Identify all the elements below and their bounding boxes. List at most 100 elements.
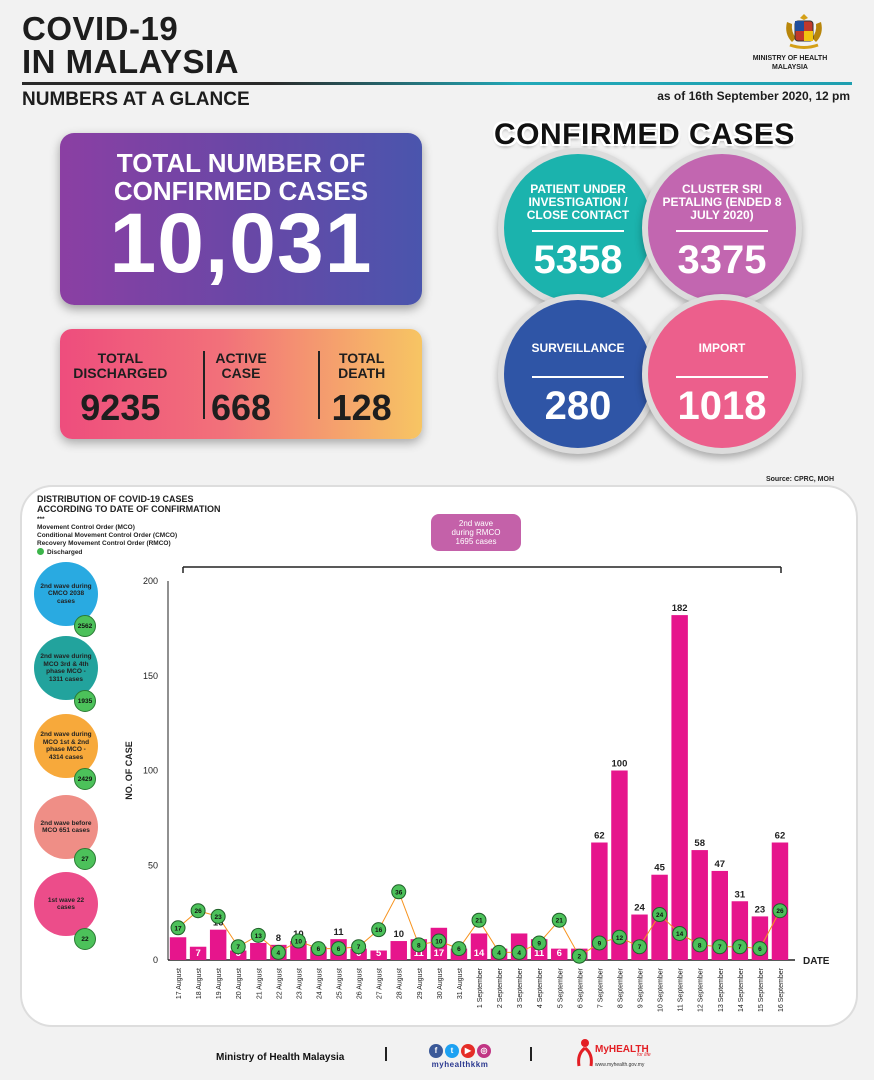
stat-active-label: ACTIVE CASE [181, 349, 302, 381]
circle-surveillance: SURVEILLANCE 280 [498, 294, 658, 454]
x-tick-label: 30 August [437, 968, 444, 999]
bar-value-label: 62 [775, 831, 786, 842]
wave-mco-3-4-discharged-badge: 1935 [74, 690, 96, 712]
discharged-value-label: 6 [457, 946, 461, 953]
circle-pui-label: PATIENT UNDER INVESTIGATION / CLOSE CONT… [526, 181, 630, 222]
circle-import-label: IMPORT [698, 340, 746, 355]
discharged-point [611, 929, 627, 945]
wave-first-discharged-badge: 22 [74, 928, 96, 950]
bar-value-label: 182 [672, 603, 688, 614]
discharged-point [632, 939, 648, 955]
x-tick-label: 23 August [296, 968, 303, 999]
confirmed-bar [370, 950, 387, 960]
footer-ministry: Ministry of Health Malaysia [216, 1052, 345, 1063]
bar-value-label: 47 [714, 859, 725, 870]
circle-divider [676, 376, 768, 378]
malaysia-crest-icon [786, 14, 822, 49]
confirmed-bar [209, 929, 227, 960]
bar-value-label: 100 [612, 759, 628, 770]
bar-value-label: 31 [735, 889, 746, 900]
x-tick-label: 3 September [517, 967, 524, 1008]
bar-value-label: 6 [557, 948, 562, 959]
x-tick-label: 10 September [658, 967, 665, 1012]
ministry-line-2: MALAYSIA [772, 64, 808, 71]
wave-mco-1-2: 2nd wave during MCO 1st & 2nd phase MCO … [34, 714, 98, 778]
circle-surveillance-label: SURVEILLANCE [531, 340, 625, 355]
rmco-tag-line-2: during RMCO [451, 528, 501, 537]
wave-mco-1-2-discharged-badge: 2429 [74, 768, 96, 790]
x-tick-label: 25 August [337, 968, 344, 999]
discharged-point [491, 944, 507, 960]
stat-death-value: 128 [331, 387, 392, 428]
confirmed-bar [169, 937, 187, 960]
x-tick-label: 15 September [758, 967, 765, 1012]
stat-death-label-2: DEATH [338, 365, 386, 381]
bar-value-label: 7 [195, 948, 200, 959]
discharged-point [752, 941, 768, 957]
instagram-icon[interactable]: ◎ [477, 1044, 491, 1058]
x-tick-label: 22 August [276, 968, 283, 999]
wave-first: 1st wave 22 cases [34, 872, 98, 936]
legend-stars: *** [37, 516, 45, 523]
circle-pui-value: 5358 [533, 238, 623, 282]
discharged-point [471, 912, 487, 928]
confirmed-bar [350, 948, 367, 960]
discharged-value-label: 23 [215, 914, 223, 921]
bar-value-label: 58 [694, 838, 705, 849]
x-axis-label: DATE [803, 956, 830, 967]
discharged-value-label: 4 [497, 950, 501, 957]
discharged-point [270, 944, 286, 960]
stat-discharged-label: TOTAL DISCHARGED [60, 349, 181, 381]
bar-value-label: 8 [276, 933, 281, 944]
discharged-point [672, 925, 688, 941]
discharged-point [170, 920, 186, 936]
title-line-2: IN MALAYSIA [22, 43, 239, 80]
discharged-point [210, 908, 226, 924]
stat-discharged-label-2: DISCHARGED [73, 365, 168, 381]
discharged-value-label: 10 [295, 939, 303, 946]
rmco-wave-tag: 2nd wave during RMCO 1695 cases [431, 514, 521, 551]
total-label-line-2: CONFIRMED CASES [113, 176, 369, 206]
as-of-timestamp: as of 16th September 2020, 12 pm [657, 89, 850, 103]
discharged-point [732, 939, 748, 955]
discharged-point [712, 939, 728, 955]
confirmed-bar [390, 941, 407, 960]
discharged-value-label: 4 [277, 950, 281, 957]
x-tick-label: 16 September [778, 967, 785, 1012]
twitter-icon[interactable]: t [445, 1044, 459, 1058]
stat-divider [203, 351, 205, 419]
ministry-line-1: MINISTRY OF HEALTH [752, 55, 828, 62]
x-tick-label: 13 September [718, 967, 725, 1012]
chart-title: DISTRIBUTION OF COVID-19 CASES ACCORDING… [37, 494, 221, 514]
discharged-point [652, 907, 668, 923]
total-label-line-1: TOTAL NUMBER OF [116, 148, 366, 178]
page-title: COVID-19 IN MALAYSIA [22, 12, 239, 78]
discharged-point [290, 933, 306, 949]
discharged-value-label: 24 [656, 912, 664, 919]
confirmed-bar [591, 842, 608, 960]
confirmed-bar [229, 950, 247, 960]
x-tick-label: 6 September [577, 967, 584, 1008]
x-tick-label: 18 August [196, 968, 203, 999]
circle-surveillance-value: 280 [544, 384, 612, 428]
social-handle[interactable]: myhealthkkm [431, 1060, 489, 1069]
bar-value-label: 11 [534, 948, 545, 959]
stat-discharged-label-1: TOTAL [97, 350, 144, 366]
youtube-icon[interactable]: ▶ [461, 1044, 475, 1058]
wave-before-mco-discharged-badge: 27 [74, 848, 96, 870]
discharged-value-label: 12 [616, 935, 624, 942]
discharged-point [371, 922, 387, 938]
y-tick-label: 100 [143, 766, 158, 776]
confirmed-bar [711, 870, 729, 960]
stats-card: TOTAL DISCHARGED 9235 ACTIVE CASE 668 TOTA… [60, 329, 422, 439]
discharged-value-label: 13 [255, 933, 263, 940]
total-confirmed-label: TOTAL NUMBER OF CONFIRMED CASES [60, 133, 422, 205]
facebook-icon[interactable]: f [429, 1044, 443, 1058]
myhealth-url[interactable]: www.myhealth.gov.my [595, 1062, 645, 1068]
x-tick-label: 19 August [216, 968, 223, 999]
circle-import: IMPORT 1018 [642, 294, 802, 454]
x-tick-label: 28 August [397, 968, 404, 999]
x-tick-label: 27 August [377, 968, 384, 999]
legend-discharged: Discharged [37, 548, 177, 557]
x-tick-label: 21 August [256, 968, 263, 999]
